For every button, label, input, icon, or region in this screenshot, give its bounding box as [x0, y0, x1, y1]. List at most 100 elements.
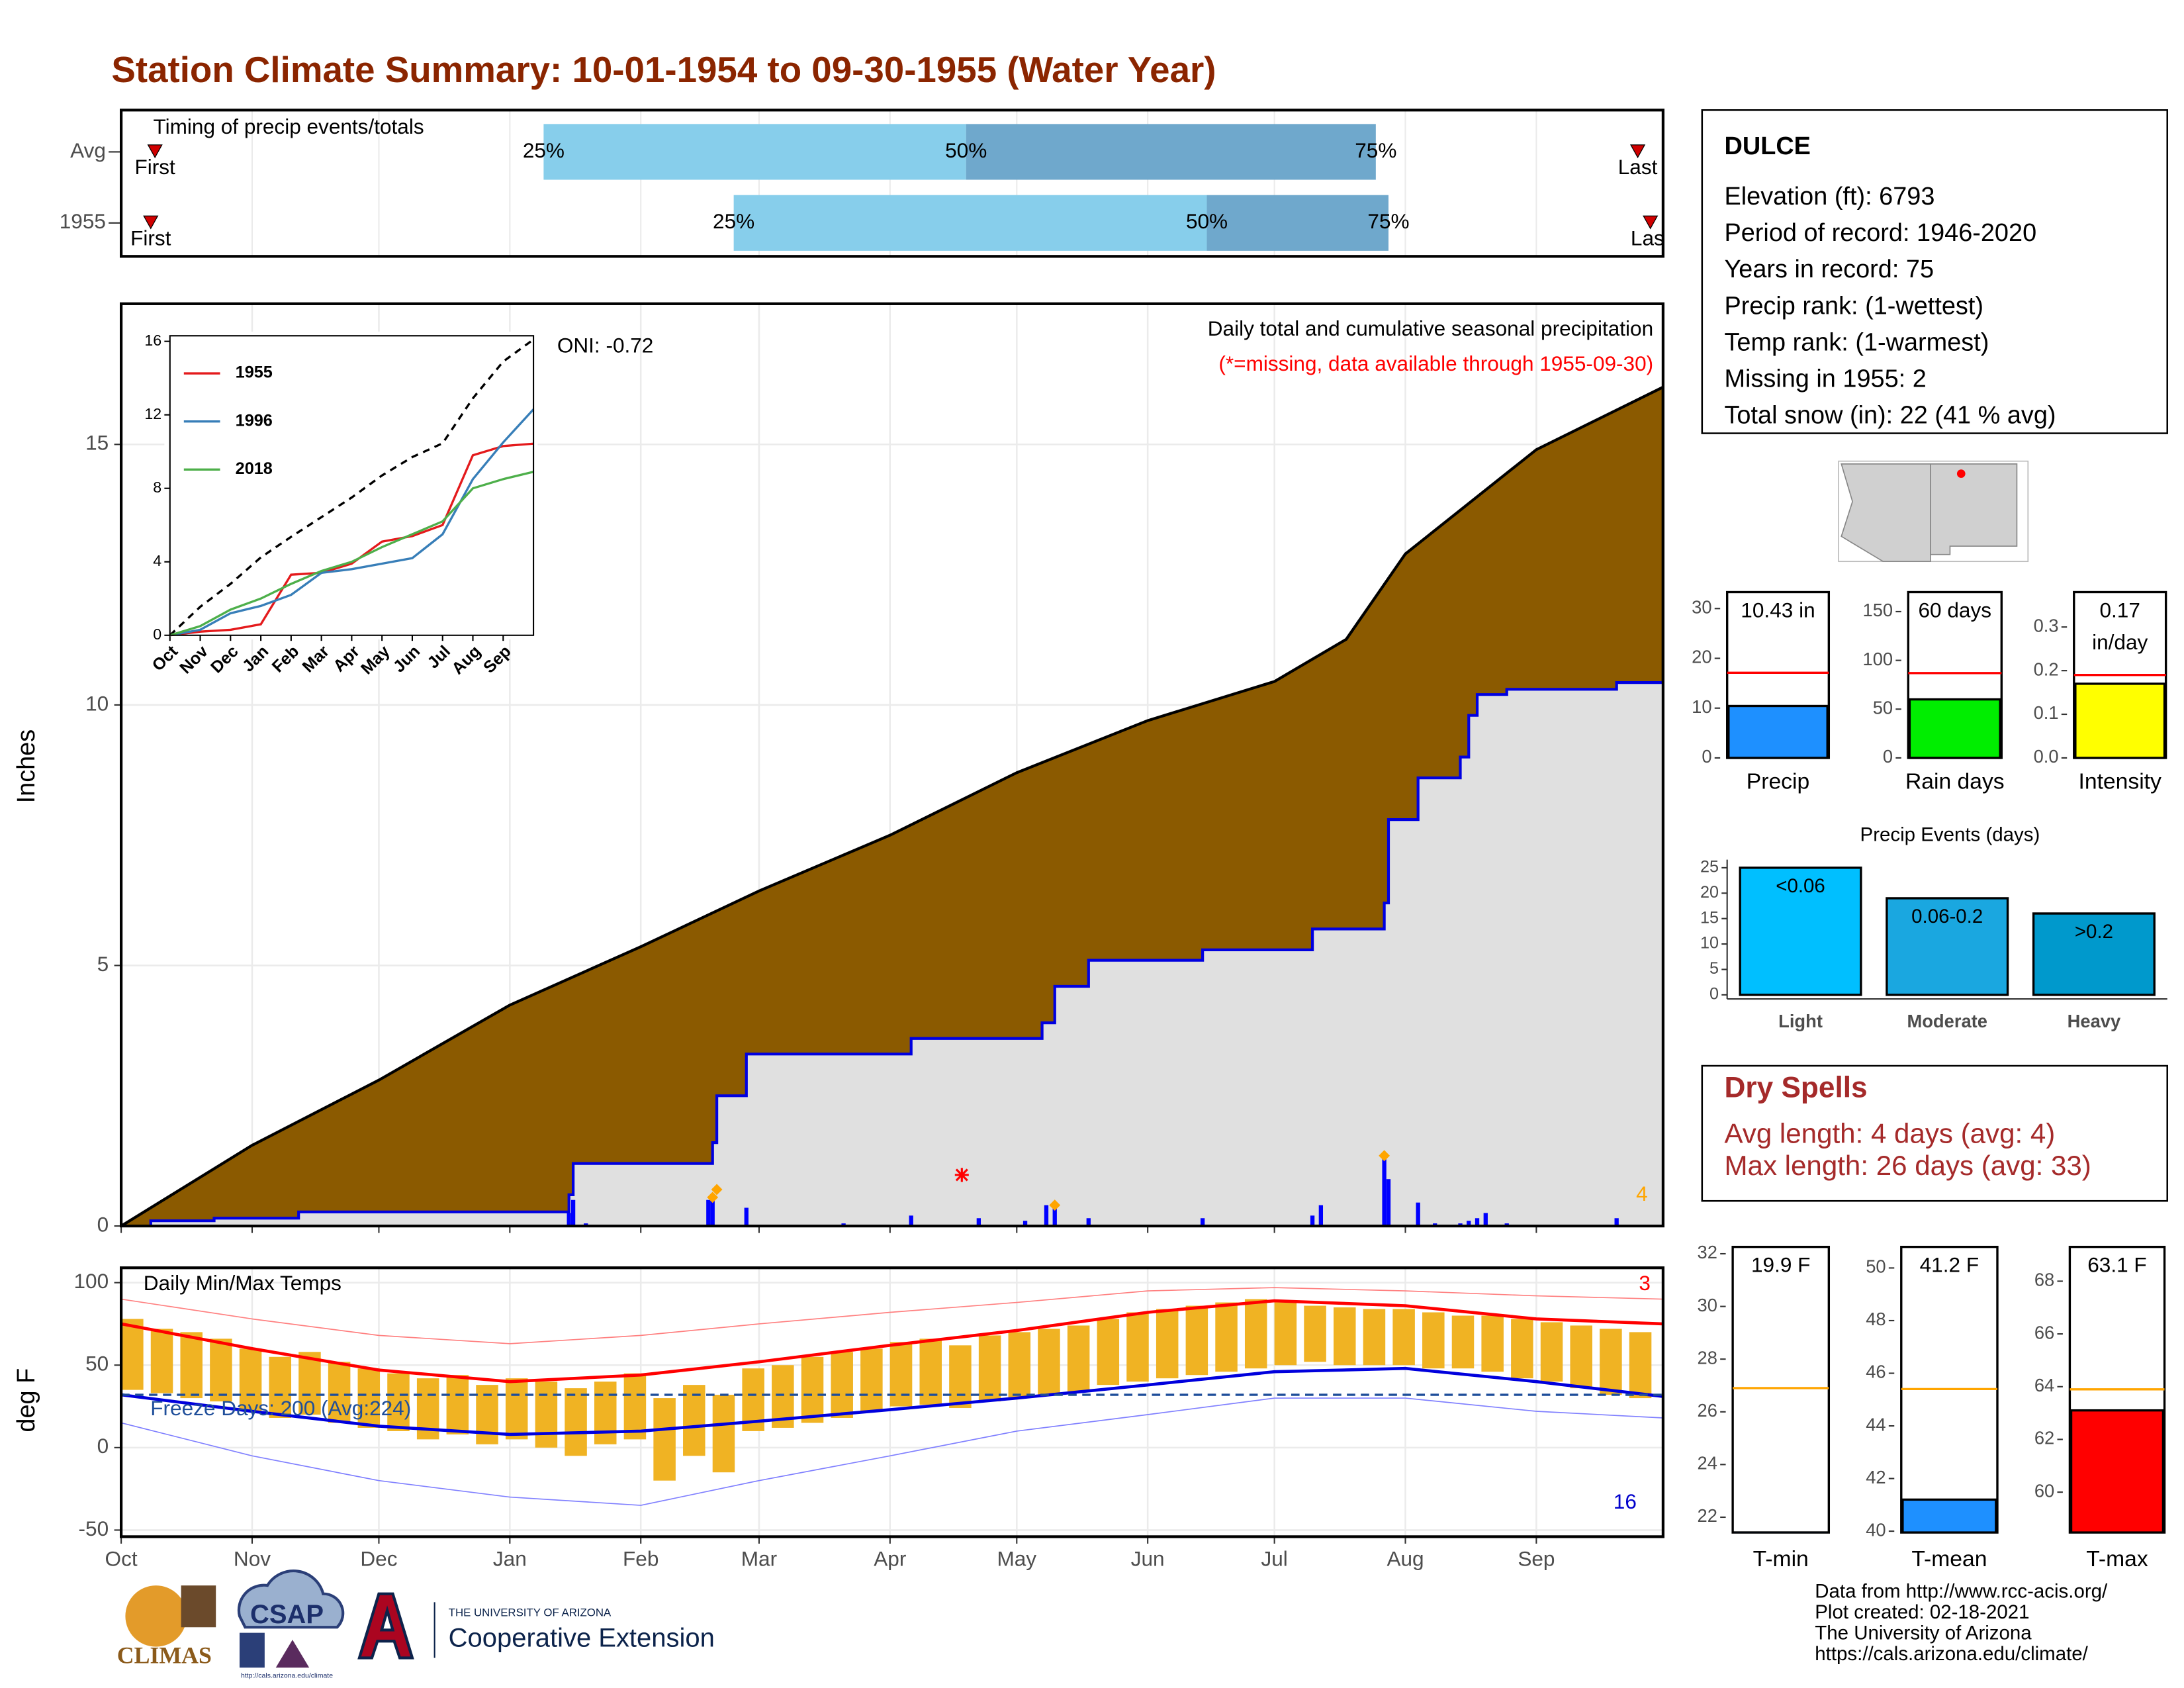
daily-precip-bar — [710, 1194, 715, 1227]
temp-range-bar — [1008, 1332, 1031, 1399]
daily-precip-bar — [1200, 1218, 1205, 1227]
gauge-bar — [2074, 682, 2166, 759]
y-tick-label: 25 — [1700, 858, 1719, 876]
value-label-box: 63.1 F — [2087, 1254, 2147, 1278]
daily-precip-bar — [1467, 1221, 1471, 1227]
temp-range-bar — [623, 1373, 647, 1440]
info-line: Years in record: 75 — [1724, 256, 1934, 283]
y-tick-label: 42 — [1866, 1467, 1886, 1487]
y-tick-label: 100 — [1863, 649, 1893, 669]
category-label: Precip — [1747, 770, 1809, 794]
temp-range-bar — [1540, 1322, 1563, 1382]
temp-range-bar — [1600, 1329, 1622, 1395]
quartile-label: 75% — [1355, 138, 1396, 162]
temp-range-bar — [1570, 1325, 1592, 1389]
daily-precip-bar — [1023, 1221, 1028, 1227]
y-tick-label: 0 — [1883, 746, 1893, 767]
category-label: T-min — [1753, 1547, 1809, 1571]
panel-title: Daily total and cumulative seasonal prec… — [1208, 316, 1653, 340]
panel-title: Precip Events (days) — [1860, 824, 2040, 846]
quartile-label: 75% — [1367, 209, 1409, 233]
daily-precip-bar — [909, 1215, 913, 1227]
inset-frame — [169, 335, 535, 636]
y-tick-label: 64 — [2034, 1375, 2054, 1395]
temp-range-bar — [298, 1352, 321, 1415]
ua-small: THE UNIVERSITY OF ARIZONA — [449, 1607, 612, 1619]
value-label: 0.17 in/day — [2092, 599, 2148, 655]
y-tick-label: 28 — [1698, 1347, 1717, 1368]
quartile-bar — [1206, 195, 1388, 251]
temp-range-bar — [1038, 1329, 1060, 1395]
daily-precip-bar — [1382, 1155, 1387, 1227]
temp-range-bar — [565, 1388, 587, 1456]
temp-range-bar — [860, 1348, 883, 1412]
temp-range-bar — [1304, 1305, 1326, 1362]
category-label: T-mean — [1911, 1547, 1987, 1571]
temp-range-bar — [121, 1319, 144, 1390]
snow-marker — [1379, 1150, 1390, 1162]
y-tick-label: 0 — [1709, 985, 1719, 1004]
y-tick-label: 48 — [1866, 1309, 1886, 1329]
y-tick-label: 12 — [144, 405, 161, 422]
value-label: 41.2 F — [1919, 1254, 1979, 1278]
temp-range-bar — [1215, 1302, 1238, 1372]
locator-map — [1838, 460, 2029, 563]
info-line: Temp rank: (1-warmest) — [1724, 328, 1989, 356]
temp-range-bar — [594, 1382, 617, 1444]
dry-spells-box — [1701, 1064, 2169, 1202]
temp-range-bar — [653, 1398, 676, 1481]
value-label: 19.9 F — [1751, 1254, 1811, 1278]
row-label: Avg — [70, 138, 106, 162]
temp-range-bar — [1067, 1325, 1090, 1392]
info-line: Total snow (in): 22 (41 % avg) — [1724, 402, 2056, 430]
panel-frame — [119, 1266, 1664, 1538]
x-tick-label: Apr — [874, 1547, 906, 1571]
y-tick-label: 15 — [1700, 908, 1719, 927]
temp-range-bar — [831, 1352, 853, 1418]
temp-range-bar — [1334, 1307, 1356, 1366]
gauge-marks — [1727, 671, 1829, 759]
y-tick-label: 30 — [1692, 597, 1711, 618]
event-bar — [1886, 897, 2009, 996]
legend-label: 1955 — [236, 363, 273, 382]
x-tick-label: Aug — [1387, 1547, 1424, 1571]
series-line — [169, 471, 534, 637]
y-tick-label: 68 — [2034, 1270, 2054, 1290]
daily-precip-bar — [1086, 1218, 1091, 1227]
daily-precip-bar — [1318, 1205, 1324, 1227]
value-label: 60 days — [1918, 599, 1992, 623]
y-tick-label: 5 — [1709, 959, 1719, 978]
logos: CLIMAS CSAP http://cals.arizona.edu/clim… — [117, 1570, 715, 1680]
gauge-marks — [2073, 674, 2166, 759]
snow-count: 4 — [1636, 1182, 1648, 1205]
daily-precip-bar — [1416, 1202, 1420, 1227]
value-label-box: 60 days — [1918, 599, 1992, 623]
y-tick-label: 30 — [1698, 1295, 1717, 1315]
panel-title: Daily Min/Max Temps — [144, 1271, 341, 1295]
value-label-box: 19.9 F — [1751, 1254, 1811, 1278]
x-tick-label: Feb — [623, 1547, 659, 1571]
temp-range-bar — [683, 1385, 705, 1456]
temp-range-bar — [210, 1338, 232, 1402]
value-label: 10.43 in — [1741, 599, 1815, 623]
footer-line: Data from http://www.rcc-acis.org/ — [1815, 1580, 2108, 1602]
event-label: First — [134, 155, 175, 179]
observed-cumulative-line — [121, 680, 1663, 1227]
temp-range-bar — [1185, 1305, 1208, 1376]
freeze-label: Freeze Days: 200 (Avg:224) — [150, 1396, 411, 1420]
category-label: Light — [1778, 1011, 1823, 1031]
footer-line: https://cals.arizona.edu/climate/ — [1815, 1643, 2088, 1665]
value-label-box: 10.43 in — [1741, 599, 1815, 623]
y-tick-label: 5 — [97, 952, 109, 976]
gauge-marks — [2070, 1388, 2165, 1533]
x-tick-label: Dec — [360, 1547, 397, 1571]
series-line — [169, 408, 535, 637]
event-bar — [2032, 912, 2156, 996]
event-marker — [147, 144, 163, 159]
gauge-marks — [1901, 1387, 1997, 1533]
daily-precip-bar — [570, 1199, 576, 1227]
panel-title: Timing of precip events/totals — [154, 115, 424, 138]
panel-frame — [119, 302, 1664, 1228]
event-marker — [1643, 215, 1659, 230]
